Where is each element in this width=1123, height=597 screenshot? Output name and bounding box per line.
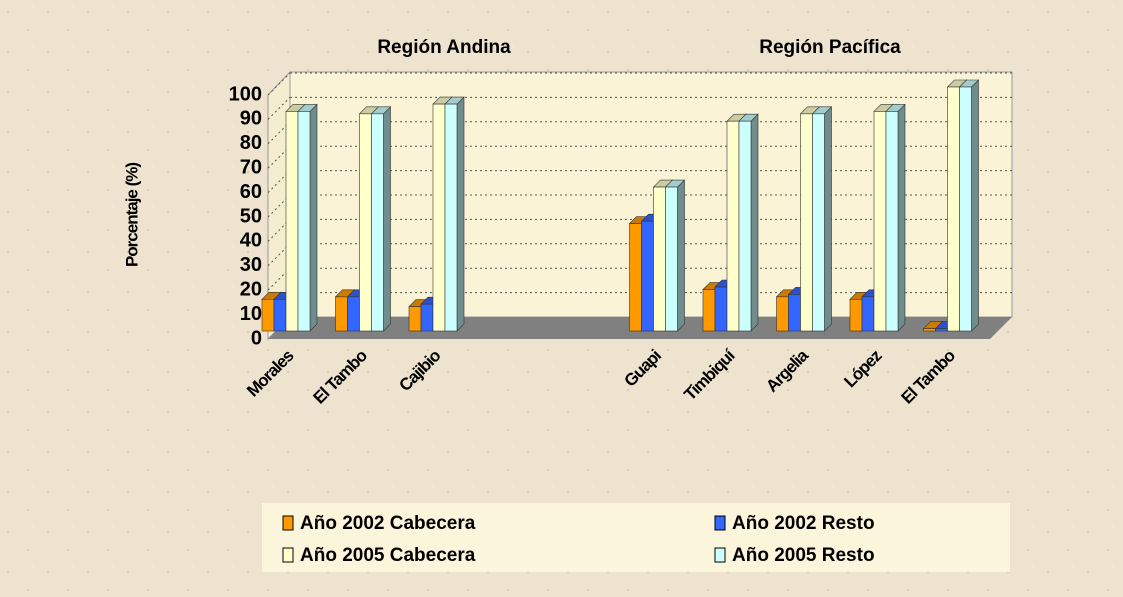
bar [861, 296, 875, 332]
y-tick-label: 50 [240, 205, 262, 227]
legend-label: Año 2005 Cabecera [300, 545, 476, 566]
bar [726, 120, 740, 332]
bar [665, 186, 678, 332]
group-label: Región Pacífica [759, 37, 901, 58]
bar [788, 294, 801, 332]
legend-label: Año 2005 Resto [732, 545, 875, 566]
grid-line [267, 97, 291, 120]
bar [702, 289, 716, 332]
bar [297, 111, 311, 332]
bar-side [824, 106, 832, 332]
y-tick-label: 10 [240, 303, 262, 325]
bar [261, 298, 275, 332]
bar [444, 103, 458, 332]
bar [714, 286, 728, 332]
bar-side [677, 179, 685, 332]
legend-label: Año 2002 Cabecera [300, 513, 476, 534]
bar [347, 296, 360, 332]
legend [262, 503, 1010, 572]
bar [371, 113, 384, 332]
bar [653, 186, 666, 332]
legend-swatch [282, 547, 294, 563]
bar [812, 113, 825, 332]
bar [432, 103, 446, 332]
y-tick-label: 80 [240, 132, 262, 154]
bar [408, 306, 422, 332]
bar-side [309, 103, 318, 332]
y-tick-label: 60 [240, 181, 262, 203]
bar [629, 223, 642, 332]
y-tick-label: 70 [240, 156, 262, 178]
bar-side [456, 96, 465, 332]
bar [738, 120, 752, 332]
legend-swatch [714, 515, 726, 531]
bar [935, 328, 948, 332]
bar [776, 296, 789, 332]
y-tick-label: 90 [240, 108, 262, 130]
bar [273, 298, 287, 332]
bar [885, 111, 899, 332]
legend-swatch [714, 547, 726, 563]
group-label: Región Andina [377, 37, 511, 58]
bar [800, 113, 813, 332]
bar [641, 220, 654, 332]
bar-side [897, 103, 906, 332]
bar [947, 86, 960, 332]
y-tick-label: 30 [240, 254, 262, 276]
y-tick-label: 100 [229, 83, 262, 105]
legend-swatch [282, 515, 294, 531]
bar [923, 328, 936, 332]
bar [873, 111, 887, 332]
y-tick-label: 20 [240, 278, 262, 300]
y-axis-label: Porcentaje (%) [122, 163, 141, 267]
bar-side [750, 113, 759, 332]
bar [335, 296, 348, 332]
grid-line [267, 72, 291, 96]
bar [359, 113, 372, 332]
bar [849, 298, 863, 332]
bar-side [383, 106, 391, 332]
legend-label: Año 2002 Resto [732, 513, 875, 534]
bar [959, 86, 972, 332]
bar [285, 111, 299, 332]
y-tick-label: 40 [240, 230, 262, 252]
bar-side [971, 79, 979, 332]
bar [420, 303, 434, 332]
y-tick-label: 0 [251, 327, 262, 349]
